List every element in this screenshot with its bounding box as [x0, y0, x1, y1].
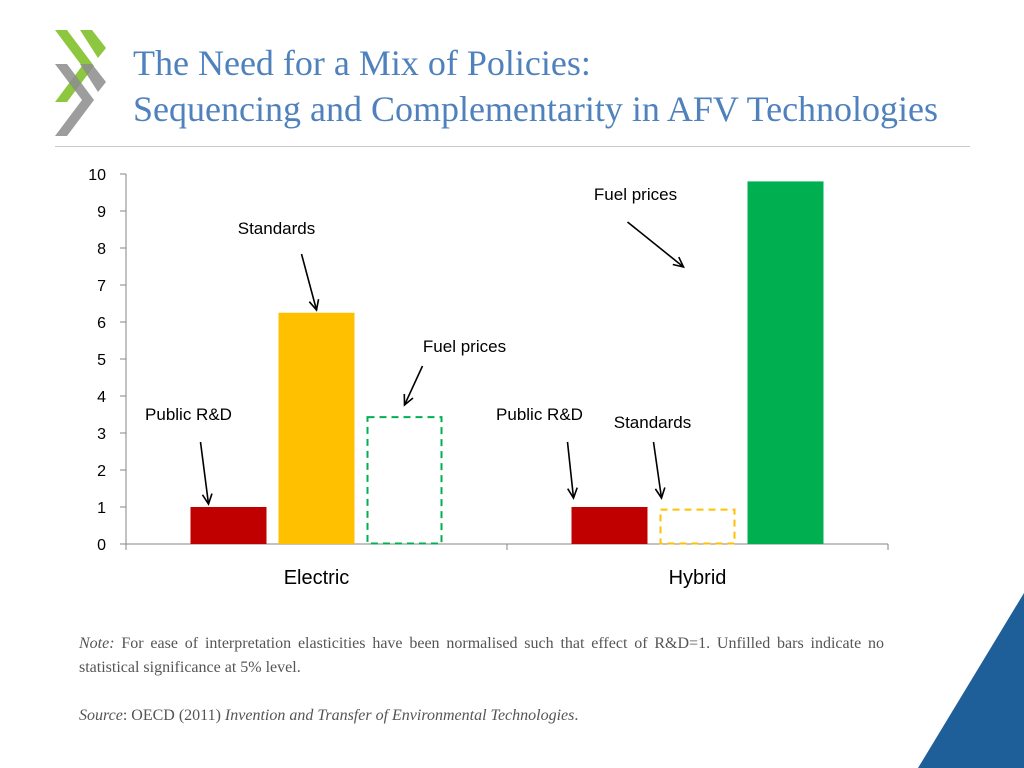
source-text: : OECD (2011) [122, 707, 225, 724]
bar-chart: 0 1 2 3 4 5 6 7 8 9 10 Electric Hybrid Public R&D Stan… [88, 167, 889, 589]
annotation-arrow [566, 441, 575, 499]
annotation-label: Public R&D [145, 405, 232, 424]
x-category-label: Electric [284, 567, 350, 589]
bar [190, 507, 267, 544]
source-title: Invention and Transfer of Environmental … [224, 707, 575, 724]
logo-chevron-lower-2 [80, 64, 106, 92]
annotation-arrow [300, 253, 318, 311]
y-tick-label: 9 [97, 204, 106, 221]
y-tick-label: 6 [97, 315, 106, 332]
slide-title: The Need for a Mix of Policies: Sequenci… [133, 40, 1013, 132]
title-divider [55, 146, 970, 147]
source-end: . [574, 707, 579, 724]
y-tick-label: 8 [97, 241, 106, 258]
annotation-label: Standards [614, 413, 692, 432]
annotation-label: Fuel prices [423, 337, 506, 356]
logo-chevron-lower [55, 64, 94, 136]
note-label: Note: [79, 635, 115, 652]
note-text: For ease of interpretation elasticities … [79, 635, 884, 676]
annotation-arrowhead [201, 493, 213, 506]
y-tick-label: 7 [97, 278, 106, 295]
chart-note: Note: For ease of interpretation elastic… [79, 632, 884, 680]
corner-decoration [918, 593, 1024, 768]
annotation-label: Public R&D [496, 405, 583, 424]
x-category-label: Hybrid [669, 567, 727, 589]
annotation-arrow [652, 441, 663, 499]
y-tick-label: 1 [97, 500, 106, 517]
annotation-arrowhead [403, 393, 414, 407]
bar [278, 312, 355, 544]
annotation-arrowhead [308, 299, 320, 312]
annotation-arrowhead [654, 487, 666, 500]
annotation-arrow [403, 365, 424, 406]
chart-source: Source: OECD (2011) Invention and Transf… [79, 704, 884, 728]
logo-chevron-upper-2 [80, 30, 106, 58]
oecd-logo [55, 30, 106, 136]
y-tick-label: 4 [97, 389, 106, 406]
source-label: Source [79, 707, 123, 724]
annotation-arrowhead [672, 256, 685, 269]
y-tick-label: 10 [88, 167, 106, 184]
title-line-2: Sequencing and Complementarity in AFV Te… [133, 89, 939, 129]
y-tick-label: 2 [97, 463, 106, 480]
annotation-label: Fuel prices [594, 185, 677, 204]
annotation-arrow [626, 221, 685, 268]
y-tick-label: 0 [97, 537, 106, 554]
annotation-arrowhead [567, 487, 578, 500]
bar [366, 416, 443, 545]
annotation-arrow [199, 441, 210, 505]
bar [747, 181, 824, 544]
bar [571, 507, 648, 544]
bar [659, 508, 736, 545]
annotation-label: Standards [238, 219, 316, 238]
title-line-1: The Need for a Mix of Policies: [133, 43, 591, 83]
y-tick-label: 5 [97, 352, 106, 369]
y-tick-label: 3 [97, 426, 106, 443]
